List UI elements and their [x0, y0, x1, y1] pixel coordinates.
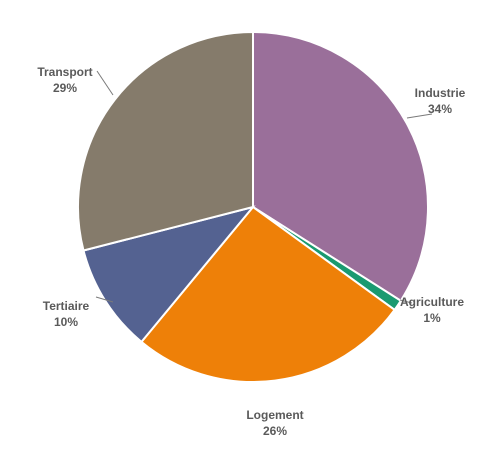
- leader-line-agriculture: [399, 299, 413, 304]
- slice-label-industrie: Industrie: [415, 86, 466, 100]
- slice-value-agriculture: 1%: [423, 311, 441, 325]
- leader-line-tertiaire: [95, 296, 114, 303]
- slice-value-transport: 29%: [53, 81, 77, 95]
- slice-tertiaire: [82, 205, 256, 344]
- slice-labels: Industrie 34% Agriculture 1% Logement 26% Tert…: [37, 65, 465, 438]
- leader-line-transport: [96, 70, 114, 96]
- slice-logement: [140, 205, 396, 383]
- slice-value-logement: 26%: [263, 424, 287, 438]
- slice-transport: [77, 30, 254, 252]
- leader-line-industrie: [406, 113, 433, 119]
- slice-label-tertiaire: Tertiaire: [43, 299, 90, 313]
- slice-value-tertiaire: 10%: [54, 315, 78, 329]
- slice-industrie: [252, 30, 429, 303]
- pie-slices: [77, 30, 429, 383]
- slice-label-agriculture: Agriculture: [400, 295, 464, 309]
- slice-value-industrie: 34%: [428, 102, 452, 116]
- slice-label-logement: Logement: [246, 408, 303, 422]
- slice-label-transport: Transport: [37, 65, 92, 79]
- leader-lines: [95, 70, 433, 304]
